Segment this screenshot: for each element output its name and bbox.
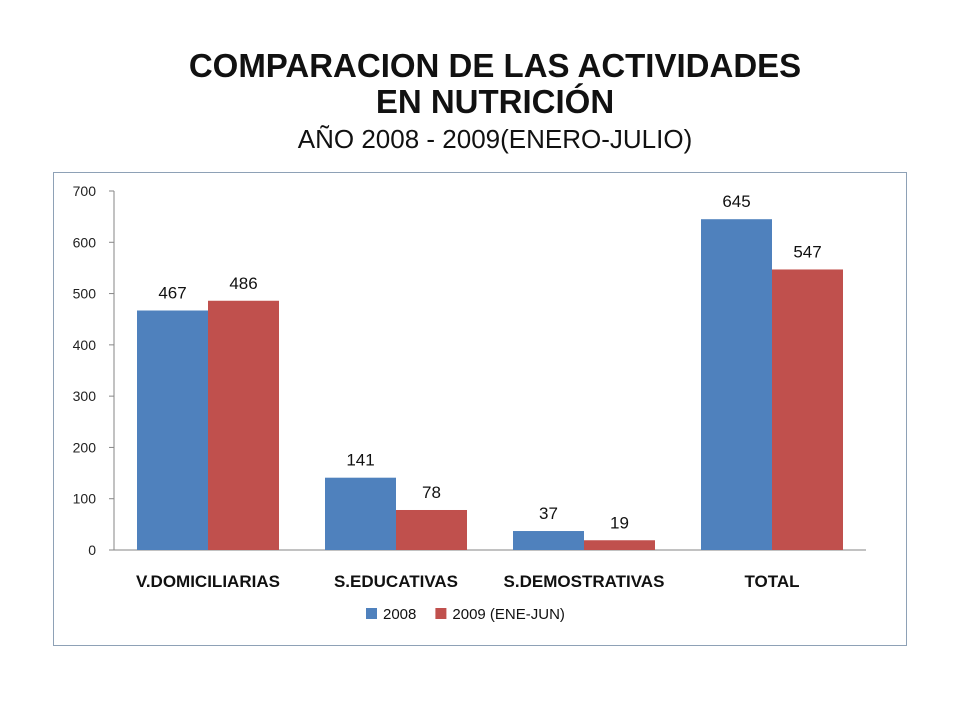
x-category-label: V.DOMICILIARIAS <box>136 572 280 591</box>
data-label: 19 <box>610 513 629 532</box>
bar <box>137 310 208 550</box>
y-tick-label: 100 <box>73 491 97 507</box>
chart-title-line-1: COMPARACION DE LAS ACTIVIDADES <box>188 47 802 84</box>
legend-label: 2009 (ENE-JUN) <box>452 606 565 623</box>
y-tick-label: 700 <box>73 183 97 199</box>
y-tick-label: 400 <box>73 337 97 353</box>
legend-label: 2008 <box>383 606 416 623</box>
chart-title-block: COMPARACION DE LAS ACTIVIDADES EN NUTRIC… <box>0 48 960 156</box>
bar <box>701 219 772 550</box>
bar <box>396 509 467 550</box>
data-label: 547 <box>793 242 821 261</box>
legend-swatch <box>435 608 447 619</box>
x-category-label: S.DEMOSTRATIVAS <box>504 572 665 591</box>
data-label: 37 <box>539 504 558 523</box>
data-label: 645 <box>722 192 750 211</box>
y-tick-label: 500 <box>73 286 97 302</box>
data-label: 467 <box>158 283 186 302</box>
data-label: 78 <box>422 483 441 502</box>
legend-swatch <box>366 608 377 619</box>
y-tick-label: 200 <box>73 439 97 455</box>
chart-title-line-2: EN NUTRICIÓN <box>375 83 615 120</box>
y-tick-label: 300 <box>73 388 97 404</box>
bar <box>325 477 396 550</box>
bar <box>208 300 279 550</box>
x-category-label: S.EDUCATIVAS <box>334 572 458 591</box>
bar <box>584 540 655 550</box>
bar <box>513 531 584 550</box>
data-label: 486 <box>229 274 257 293</box>
y-tick-label: 0 <box>88 542 96 558</box>
bar-chart: 0 100 200 300 400 500 600 700 467 486 V.DOMICILIAR… <box>73 183 866 623</box>
chart-frame: 0 100 200 300 400 500 600 700 467 486 V.DOMICILIAR… <box>53 172 907 646</box>
x-category-label: TOTAL <box>744 572 799 591</box>
chart-subtitle: AÑO 2008 - 2009(ENERO-JULIO) <box>297 124 693 154</box>
data-label: 141 <box>346 451 374 470</box>
bar <box>772 269 843 550</box>
y-tick-label: 600 <box>73 234 97 250</box>
